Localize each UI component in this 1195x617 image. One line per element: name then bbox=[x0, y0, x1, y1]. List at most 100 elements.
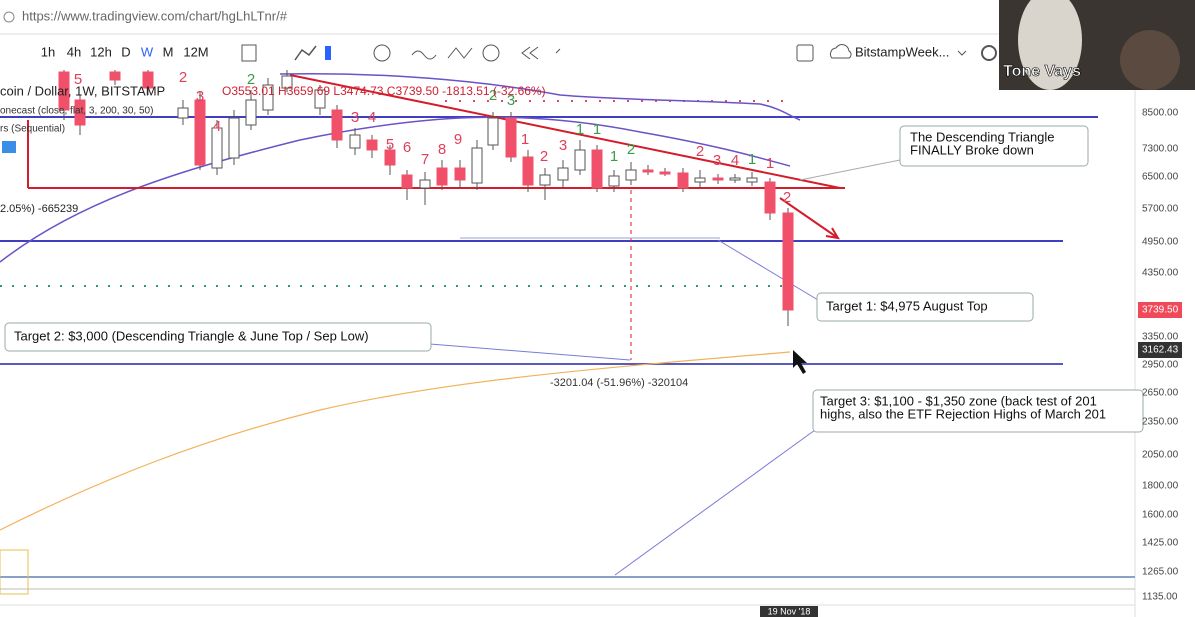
indicators-icon[interactable] bbox=[411, 50, 437, 60]
callout-box bbox=[899, 125, 1089, 167]
count: 1 bbox=[748, 151, 756, 168]
count: 2 bbox=[489, 87, 497, 104]
triangle-top bbox=[289, 74, 841, 189]
count: 3 bbox=[559, 137, 567, 154]
interval[interactable]: 12M bbox=[183, 44, 208, 59]
alert-icon[interactable] bbox=[482, 44, 500, 62]
line-icon[interactable] bbox=[294, 45, 317, 61]
candle bbox=[764, 181, 776, 214]
count: 1 bbox=[610, 148, 618, 165]
indicator-icon[interactable] bbox=[2, 141, 16, 153]
interval[interactable]: D bbox=[121, 44, 130, 59]
candle bbox=[366, 139, 378, 151]
count: 4 bbox=[213, 118, 221, 135]
price-label: 1800.00 bbox=[1142, 481, 1179, 492]
dropdown-icon[interactable] bbox=[957, 50, 967, 56]
fullscreen-icon[interactable] bbox=[796, 44, 814, 62]
price-label: 2950.00 bbox=[1142, 360, 1179, 371]
candles-icon[interactable] bbox=[325, 46, 331, 60]
candle bbox=[591, 149, 603, 189]
count: 3 bbox=[507, 92, 515, 109]
price-label: 1265.00 bbox=[1142, 567, 1179, 578]
candle bbox=[384, 149, 396, 166]
price-label: 2650.00 bbox=[1142, 388, 1179, 399]
callout-line bbox=[614, 429, 816, 576]
intervals: 1h 4h 12h D W M 12M bbox=[41, 44, 209, 59]
callout-text: highs, also the ETF Rejection Highs of M… bbox=[820, 406, 1106, 421]
callout-text: Target 1: $4,975 August Top bbox=[826, 298, 988, 313]
cloud-icon[interactable] bbox=[829, 44, 852, 59]
candle bbox=[194, 99, 206, 166]
price-label: 1135.00 bbox=[1142, 592, 1178, 603]
count: 5 bbox=[74, 71, 82, 88]
price-label: 8500.00 bbox=[1142, 108, 1179, 119]
count: 3 bbox=[196, 88, 204, 105]
candle bbox=[74, 99, 86, 126]
url[interactable]: https://www.tradingview.com/chart/hgLhLT… bbox=[22, 8, 288, 23]
count: 3 bbox=[713, 152, 721, 169]
price-label: 5700.00 bbox=[1142, 204, 1179, 215]
webcam-name: Tone Vays bbox=[1003, 63, 1081, 80]
callout-line bbox=[799, 159, 901, 181]
undo-icon[interactable] bbox=[555, 48, 566, 54]
candle bbox=[574, 149, 586, 171]
interval[interactable]: 4h bbox=[67, 44, 81, 59]
candle bbox=[729, 177, 741, 181]
count: 1 bbox=[593, 121, 601, 138]
count: 4 bbox=[731, 152, 739, 169]
callout-line bbox=[717, 239, 819, 301]
candle bbox=[211, 127, 223, 169]
count: 6 bbox=[403, 139, 411, 156]
price-axis: 8500.00 7300.00 6500.00 5700.00 4950.00 4350.… bbox=[1138, 108, 1182, 603]
candle bbox=[228, 117, 240, 159]
price-label: 1600.00 bbox=[1142, 510, 1179, 521]
interval[interactable]: M bbox=[163, 44, 174, 59]
candle bbox=[349, 134, 361, 149]
count: 2 bbox=[540, 148, 548, 165]
count: 2 bbox=[696, 143, 704, 160]
count: 1 bbox=[576, 121, 584, 138]
candle bbox=[522, 156, 534, 186]
callout-box bbox=[4, 322, 432, 352]
moving-average bbox=[279, 72, 801, 121]
interval[interactable]: 1h bbox=[41, 44, 55, 59]
layout-name[interactable]: BitstampWeek... bbox=[855, 44, 949, 59]
candle bbox=[487, 117, 499, 146]
replay-icon[interactable] bbox=[521, 46, 539, 60]
price-label: 2050.00 bbox=[1142, 450, 1179, 461]
count: 2 bbox=[627, 141, 635, 158]
price-label: 2350.00 bbox=[1142, 417, 1179, 428]
candle bbox=[539, 174, 551, 186]
callout-text: Target 3: $1,100 - $1,350 zone (back tes… bbox=[820, 393, 1097, 408]
measure-label: 2.05%) -665239 bbox=[0, 203, 78, 215]
webcam-person bbox=[1018, 0, 1082, 90]
callout-text: Target 2: $3,000 (Descending Triangle & … bbox=[14, 328, 369, 343]
compare-icon[interactable] bbox=[373, 44, 391, 62]
interval[interactable]: 12h bbox=[90, 44, 112, 59]
callout-text: FINALLY Broke down bbox=[910, 142, 1034, 157]
candle bbox=[314, 89, 326, 109]
candle bbox=[694, 177, 706, 183]
count: 2 bbox=[783, 189, 791, 206]
interval[interactable]: W bbox=[141, 44, 154, 59]
bars-icon[interactable] bbox=[241, 44, 257, 62]
candle bbox=[142, 71, 154, 89]
date-box bbox=[760, 606, 818, 617]
price-label: 4950.00 bbox=[1142, 237, 1179, 248]
candle bbox=[436, 167, 448, 186]
count: 7 bbox=[421, 151, 429, 168]
settings-icon[interactable] bbox=[981, 45, 997, 61]
count: 5 bbox=[386, 136, 394, 153]
count: 9 bbox=[454, 131, 462, 148]
cursor bbox=[793, 350, 807, 374]
callout-text: The Descending Triangle bbox=[910, 129, 1055, 144]
moving-average bbox=[0, 351, 791, 531]
count: 2 bbox=[179, 69, 187, 86]
break-arrow bbox=[779, 197, 840, 240]
templates-icon[interactable] bbox=[447, 47, 473, 59]
webcam-background bbox=[1120, 30, 1180, 90]
count: 8 bbox=[438, 141, 446, 158]
price-label: 7300.00 bbox=[1142, 144, 1179, 155]
measure-label: -3201.04 (-51.96%) -320104 bbox=[550, 377, 688, 389]
